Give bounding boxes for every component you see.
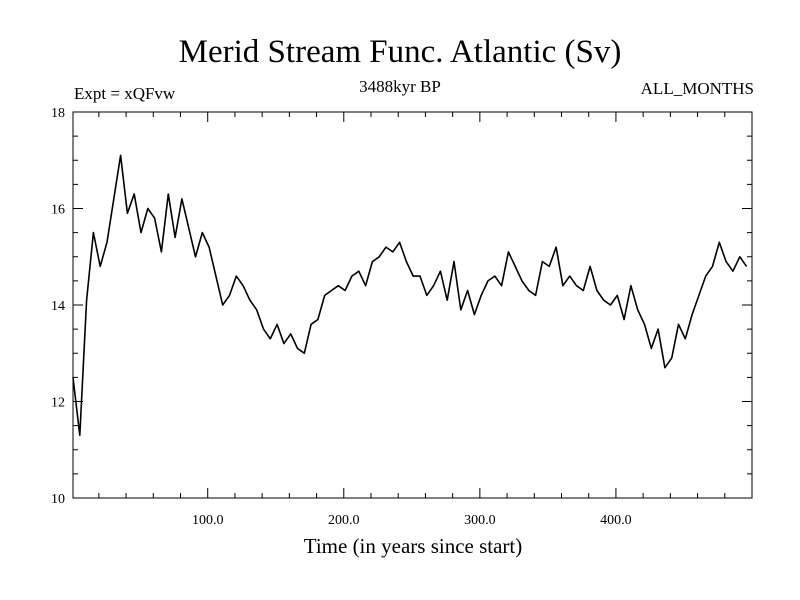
chart-subtitle: 3488kyr BP xyxy=(359,77,441,96)
plot-frame xyxy=(72,111,753,499)
series-line xyxy=(72,154,748,437)
x-tick-label: 100.0 xyxy=(192,513,224,528)
chart-title: Merid Stream Func. Atlantic (Sv) xyxy=(178,34,622,70)
x-tick-label: 400.0 xyxy=(600,513,632,528)
y-tick-label: 18 xyxy=(51,106,65,121)
experiment-label: Expt = xQFvw xyxy=(74,84,176,103)
series-group xyxy=(72,154,748,437)
x-axis-label: Time (in years since start) xyxy=(303,534,523,558)
y-tick-label: 14 xyxy=(51,299,65,314)
months-label: ALL_MONTHS xyxy=(640,79,754,98)
x-tick-label: 300.0 xyxy=(464,513,496,528)
axis-ticks: 100.0 200.0 300.0 400.0 10 12 14 16 18 xyxy=(51,106,752,528)
y-tick-label: 10 xyxy=(51,492,65,507)
x-tick-label: 200.0 xyxy=(328,513,360,528)
y-tick-label: 12 xyxy=(51,396,65,411)
y-tick-label: 16 xyxy=(51,203,65,218)
